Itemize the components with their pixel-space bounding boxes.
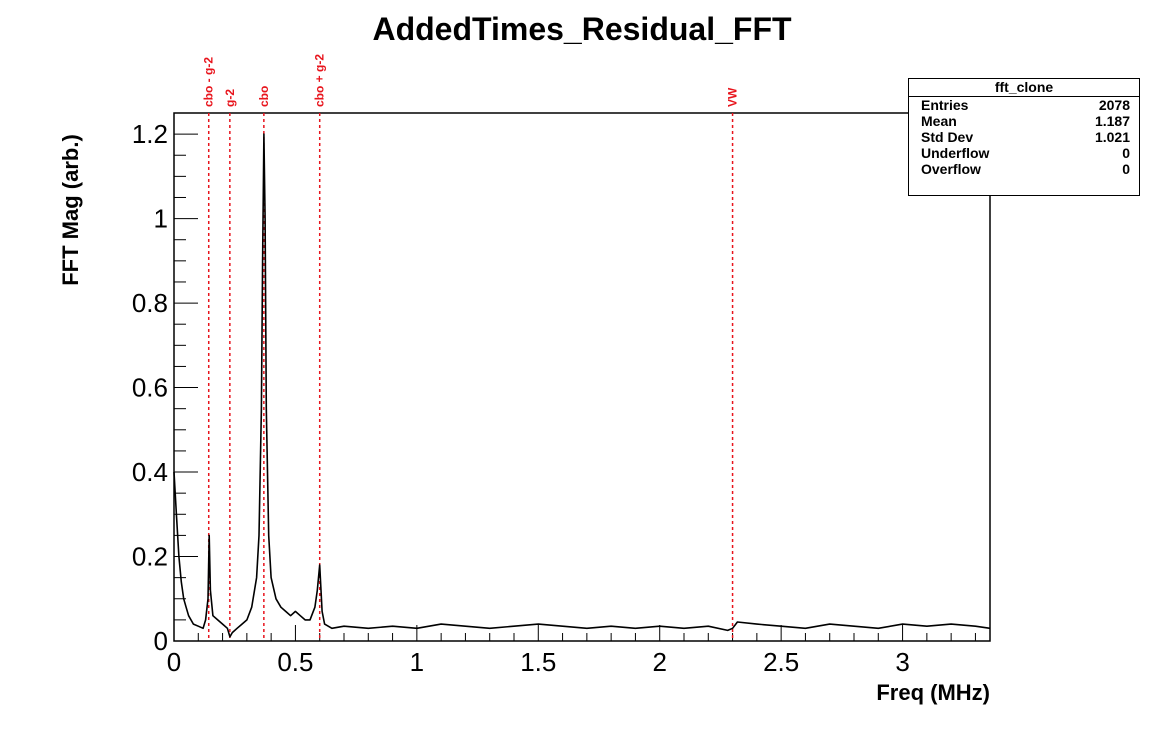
y-tick-label: 0.4 <box>132 457 168 487</box>
stats-row-underflow: Underflow 0 <box>909 145 1139 161</box>
stats-row-overflow: Overflow 0 <box>909 161 1139 177</box>
y-tick-label: 1 <box>154 204 168 234</box>
x-tick-label: 0.5 <box>277 647 313 677</box>
marker-label: cbo + g-2 <box>313 54 327 107</box>
marker-label: VW <box>726 87 740 107</box>
stats-value: 1.187 <box>1094 113 1130 129</box>
axis-ticks: 0 0.5 1 1.5 2 2.5 3 0 0.2 0.4 0.6 0.8 1 1.2 <box>132 112 976 677</box>
stats-value: 1.021 <box>1094 129 1130 145</box>
y-tick-label: 0 <box>154 626 168 656</box>
stats-row-entries: Entries 2078 <box>909 97 1139 113</box>
x-tick-label: 2.5 <box>763 647 799 677</box>
stats-label: Entries <box>921 97 969 113</box>
x-axis-label: Freq (MHz) <box>876 680 990 705</box>
stats-value: 2078 <box>1098 97 1130 113</box>
y-tick-label: 0.6 <box>132 373 168 403</box>
stats-title: fft_clone <box>909 79 1139 97</box>
y-tick-label: 0.2 <box>132 542 168 572</box>
x-tick-label: 1.5 <box>520 647 556 677</box>
stats-row-stddev: Std Dev 1.021 <box>909 129 1139 145</box>
marker-label: g-2 <box>223 89 237 107</box>
stats-label: Mean <box>921 113 957 129</box>
y-tick-label: 0.8 <box>132 288 168 318</box>
fft-series-line <box>173 133 991 638</box>
stats-value: 0 <box>1122 145 1130 161</box>
stats-label: Underflow <box>921 145 990 161</box>
stats-value: 0 <box>1122 161 1130 177</box>
stats-label: Overflow <box>921 161 981 177</box>
x-tick-label: 1 <box>410 647 424 677</box>
marker-label: cbo - g-2 <box>202 57 216 107</box>
x-tick-label: 2 <box>652 647 666 677</box>
x-tick-label: 0 <box>167 647 181 677</box>
stats-label: Std Dev <box>921 129 974 145</box>
stats-row-mean: Mean 1.187 <box>909 113 1139 129</box>
frequency-markers: cbo - g-2 g-2 cbo cbo + g-2 VW <box>202 54 740 641</box>
stats-box: fft_clone Entries 2078 Mean 1.187 Std De… <box>908 78 1140 196</box>
plot-frame <box>173 112 991 642</box>
x-tick-label: 3 <box>895 647 909 677</box>
marker-label: cbo <box>257 86 271 107</box>
chart-title: AddedTimes_Residual_FFT <box>372 11 792 47</box>
y-tick-label: 1.2 <box>132 119 168 149</box>
y-axis-label: FFT Mag (arb.) <box>58 134 83 286</box>
